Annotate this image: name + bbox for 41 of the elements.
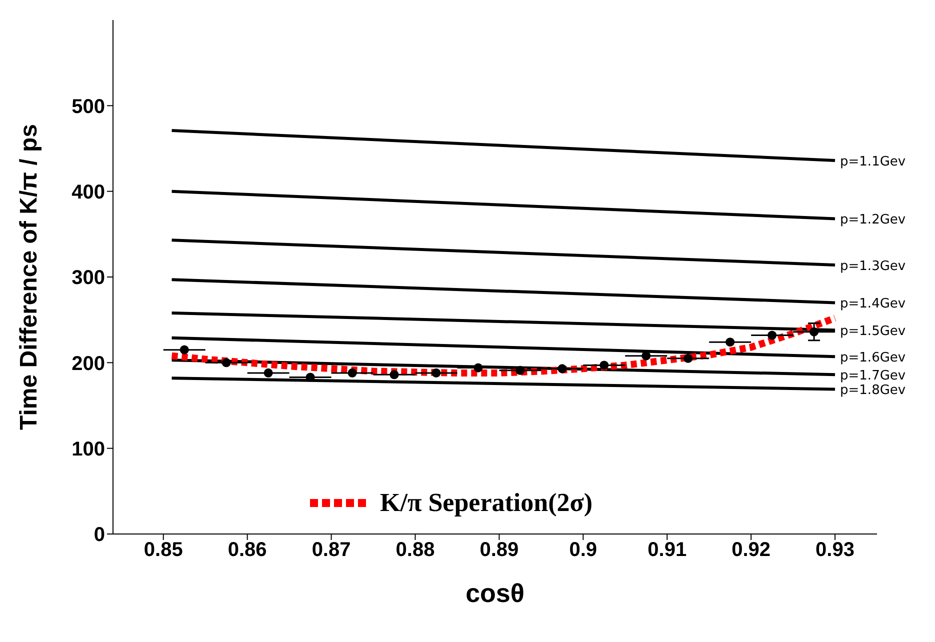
- y-tick-label: 400: [72, 181, 105, 204]
- point: [558, 364, 567, 374]
- x-tick-label: 0.87: [312, 539, 351, 562]
- point: [180, 345, 189, 354]
- series-label: p=1.8Gev: [840, 383, 906, 398]
- point: [306, 372, 315, 382]
- point: [600, 360, 609, 370]
- x-tick-label: 0.86: [228, 539, 267, 562]
- y-tick-label: 300: [72, 267, 105, 290]
- x-tick-label: 0.89: [480, 539, 519, 562]
- legend-label: K/π Seperation(2σ): [380, 488, 593, 518]
- point: [474, 363, 483, 372]
- y-tick-label: 0: [94, 524, 105, 546]
- y-tick-label: 500: [72, 96, 105, 118]
- point: [390, 370, 399, 380]
- x-tick-label: 0.93: [816, 539, 854, 562]
- point: [726, 338, 735, 347]
- x-tick-label: 0.85: [144, 539, 183, 562]
- point: [810, 327, 819, 336]
- point: [222, 358, 231, 368]
- point: [684, 354, 693, 363]
- point: [516, 366, 525, 375]
- point: [264, 368, 273, 378]
- point: [348, 368, 357, 378]
- series-label: p=1.7Gev: [840, 368, 906, 384]
- series-label: p=1.1Gev: [840, 154, 906, 170]
- x-tick-label: 0.92: [732, 539, 771, 562]
- x-tick-label: 0.9: [569, 539, 598, 562]
- x-axis-title: cosθ: [466, 578, 524, 608]
- y-axis-title: Time Difference of K/π / ps: [16, 124, 43, 430]
- series-label: p=1.3Gev: [840, 259, 906, 274]
- point: [768, 330, 777, 340]
- x-tick-label: 0.91: [648, 539, 687, 562]
- series-label: p=1.5Gev: [840, 324, 906, 340]
- point: [432, 368, 441, 378]
- series-label: p=1.2Gev: [840, 212, 906, 228]
- y-tick-label: 200: [72, 352, 105, 375]
- series-label: p=1.6Gev: [840, 350, 906, 366]
- series-label: p=1.4Gev: [840, 296, 906, 312]
- y-tick-label: 100: [72, 438, 105, 460]
- x-tick-label: 0.88: [396, 539, 435, 562]
